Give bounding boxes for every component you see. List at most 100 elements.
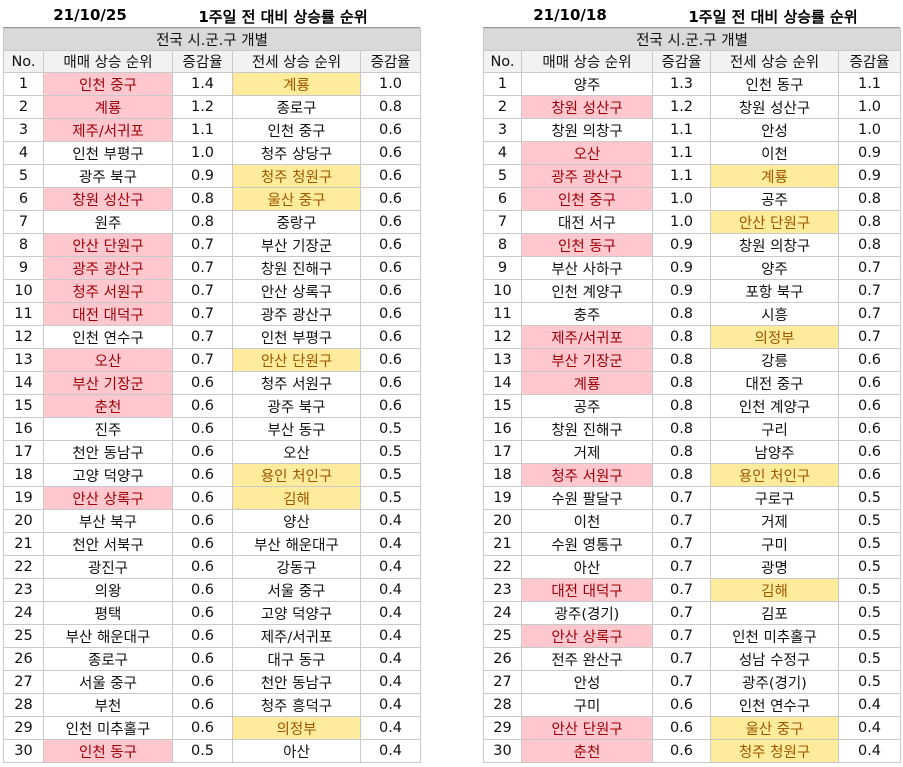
jeonse-region: 김해	[710, 578, 839, 602]
jeonse-region: 계룡	[710, 164, 839, 188]
jeonse-region: 양주	[710, 256, 839, 280]
sale-region: 광주 광산구	[43, 256, 173, 280]
rank: 23	[3, 578, 44, 602]
sale-region: 평택	[43, 601, 173, 625]
sale-rate: 0.7	[172, 233, 233, 257]
sale-rate: 0.7	[172, 325, 233, 349]
data-row: 16 진주 0.6 부산 동구 0.5	[3, 417, 422, 441]
rank: 23	[483, 578, 522, 602]
sale-region: 춘천	[521, 739, 653, 763]
column-header: 전세 상승 순위	[232, 50, 361, 73]
rank: 25	[483, 624, 522, 648]
sale-rate: 0.7	[652, 578, 711, 602]
sale-region: 원주	[43, 210, 173, 234]
rank: 17	[3, 440, 44, 464]
rank: 20	[3, 509, 44, 533]
rank: 29	[3, 716, 44, 740]
jeonse-region: 아산	[232, 739, 361, 763]
sale-rate: 0.6	[172, 509, 233, 533]
data-row: 23 대전 대덕구 0.7 김해 0.5	[483, 578, 902, 602]
sale-rate: 0.7	[172, 279, 233, 303]
sale-region: 오산	[521, 141, 653, 165]
sale-region: 계룡	[43, 95, 173, 119]
sale-region: 대전 서구	[521, 210, 653, 234]
jeonse-region: 청주 흥덕구	[232, 693, 361, 717]
jeonse-region: 공주	[710, 187, 839, 211]
jeonse-rate: 0.5	[359, 463, 422, 487]
jeonse-region: 안산 단원구	[710, 210, 839, 234]
sale-region: 부산 북구	[43, 509, 173, 533]
jeonse-rate: 0.9	[837, 164, 902, 188]
sale-region: 고양 덕양구	[43, 463, 173, 487]
jeonse-rate: 0.7	[837, 302, 902, 326]
data-row: 30 인천 동구 0.5 아산 0.4	[3, 739, 422, 763]
data-row: 28 구미 0.6 인천 연수구 0.4	[483, 693, 902, 717]
sale-rate: 1.3	[652, 72, 711, 96]
jeonse-region: 대구 동구	[232, 647, 361, 671]
data-row: 7 대전 서구 1.0 안산 단원구 0.8	[483, 210, 902, 234]
data-row: 25 안산 상록구 0.7 인천 미추홀구 0.5	[483, 624, 902, 648]
jeonse-rate: 0.4	[359, 601, 422, 625]
jeonse-region: 인천 동구	[710, 72, 839, 96]
data-row: 30 춘천 0.6 청주 청원구 0.4	[483, 739, 902, 763]
jeonse-rate: 0.7	[837, 279, 902, 303]
header-row: No. 매매 상승 순위 증감율 전세 상승 순위 증감율	[483, 50, 902, 73]
rank: 13	[3, 348, 44, 372]
data-row: 20 이천 0.7 거제 0.5	[483, 509, 902, 533]
subtitle: 전국 시.군.구 개별	[2, 28, 422, 51]
sale-region: 제주/서귀포	[521, 325, 653, 349]
data-row: 18 청주 서원구 0.8 용인 처인구 0.6	[483, 463, 902, 487]
data-row: 13 부산 기장군 0.8 강릉 0.6	[483, 348, 902, 372]
sale-rate: 0.6	[172, 463, 233, 487]
sale-rate: 0.9	[652, 256, 711, 280]
sale-rate: 0.7	[652, 509, 711, 533]
sale-rate: 0.7	[652, 624, 711, 648]
data-row: 23 의왕 0.6 서울 중구 0.4	[3, 578, 422, 602]
rank: 16	[3, 417, 44, 441]
rank: 5	[3, 164, 44, 188]
data-row: 28 부천 0.6 청주 흥덕구 0.4	[3, 693, 422, 717]
data-row: 21 천안 서북구 0.6 부산 해운대구 0.4	[3, 532, 422, 556]
sale-region: 대전 대덕구	[521, 578, 653, 602]
jeonse-rate: 1.0	[359, 72, 422, 96]
jeonse-region: 의정부	[710, 325, 839, 349]
rank: 15	[483, 394, 522, 418]
sale-region: 안산 상록구	[43, 486, 173, 510]
sale-rate: 0.7	[652, 601, 711, 625]
sale-region: 창원 성산구	[521, 95, 653, 119]
sale-region: 부산 사하구	[521, 256, 653, 280]
sale-region: 부산 기장군	[43, 371, 173, 395]
jeonse-region: 강동구	[232, 555, 361, 579]
data-row: 20 부산 북구 0.6 양산 0.4	[3, 509, 422, 533]
jeonse-region: 남양주	[710, 440, 839, 464]
rank: 8	[3, 233, 44, 257]
jeonse-region: 대전 중구	[710, 371, 839, 395]
jeonse-rate: 0.4	[359, 624, 422, 648]
jeonse-region: 오산	[232, 440, 361, 464]
jeonse-rate: 0.4	[359, 509, 422, 533]
sale-rate: 0.9	[652, 279, 711, 303]
jeonse-region: 구미	[710, 532, 839, 556]
data-row: 24 평택 0.6 고양 덕양구 0.4	[3, 601, 422, 625]
data-row: 24 광주(경기) 0.7 김포 0.5	[483, 601, 902, 625]
jeonse-rate: 0.5	[837, 647, 902, 671]
jeonse-rate: 0.5	[837, 578, 902, 602]
sale-region: 청주 서원구	[521, 463, 653, 487]
jeonse-region: 이천	[710, 141, 839, 165]
jeonse-rate: 0.5	[837, 670, 902, 694]
jeonse-rate: 0.6	[359, 118, 422, 142]
sale-rate: 0.6	[172, 578, 233, 602]
sale-rate: 0.8	[652, 325, 711, 349]
rank: 27	[3, 670, 44, 694]
jeonse-rate: 0.5	[359, 417, 422, 441]
jeonse-region: 창원 성산구	[710, 95, 839, 119]
jeonse-rate: 0.6	[837, 417, 902, 441]
jeonse-region: 광주(경기)	[710, 670, 839, 694]
sale-region: 서울 중구	[43, 670, 173, 694]
jeonse-region: 인천 연수구	[710, 693, 839, 717]
rank: 6	[483, 187, 522, 211]
sale-rate: 0.6	[172, 647, 233, 671]
rank: 30	[3, 739, 44, 763]
data-row: 18 고양 덕양구 0.6 용인 처인구 0.5	[3, 463, 422, 487]
sale-region: 인천 중구	[521, 187, 653, 211]
